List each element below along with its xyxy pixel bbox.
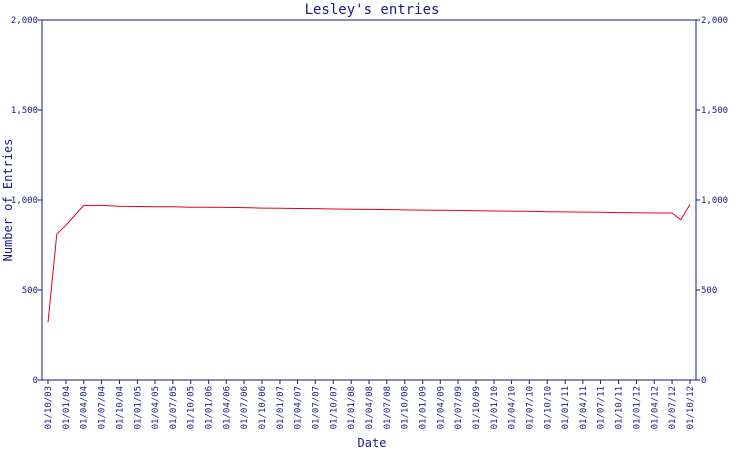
x-tick-label: 01/04/06 xyxy=(222,386,232,429)
x-tick-label: 01/07/06 xyxy=(240,386,250,429)
x-tick-label: 01/07/04 xyxy=(98,386,108,429)
x-tick-label: 01/10/03 xyxy=(44,386,54,429)
y-tick-label-right: 1,500 xyxy=(701,106,728,116)
x-tick-label: 01/07/07 xyxy=(311,386,321,429)
x-tick-label: 01/10/06 xyxy=(258,386,268,429)
x-axis: 01/10/03 01/01/04 01/04/04 01/07/04 01/10/04… xyxy=(44,380,696,429)
x-axis-label: Date xyxy=(358,436,387,450)
x-tick-label: 01/01/10 xyxy=(490,386,500,429)
y-tick-label-right: 2,000 xyxy=(701,16,728,26)
x-tick-label: 01/10/11 xyxy=(615,386,625,429)
x-tick-label: 01/07/11 xyxy=(597,386,607,429)
x-tick-label: 01/07/10 xyxy=(525,386,535,429)
right-y-axis: 0 500 1,000 1,500 2,000 xyxy=(696,16,728,386)
y-tick-label-left: 1,500 xyxy=(11,106,38,116)
x-tick-label: 01/04/10 xyxy=(508,386,518,429)
y-axis-label: Number of Entries xyxy=(1,139,15,262)
x-tick-label: 01/10/07 xyxy=(329,386,339,429)
x-tick-label: 01/07/05 xyxy=(169,386,179,429)
y-tick-label-left: 500 xyxy=(22,286,38,296)
x-tick-label: 01/07/12 xyxy=(668,386,678,429)
x-tick-label: 01/10/04 xyxy=(115,386,125,429)
x-tick-label: 01/01/12 xyxy=(633,386,643,429)
x-tick-label: 01/10/08 xyxy=(401,386,411,429)
x-tick-label: 01/01/05 xyxy=(133,386,143,429)
y-tick-label-right: 500 xyxy=(701,286,717,296)
left-y-axis: 0 500 1,000 1,500 2,000 xyxy=(11,16,42,386)
chart-title: Lesley's entries xyxy=(305,2,440,18)
x-tick-label: 01/04/08 xyxy=(365,386,375,429)
x-tick-label: 01/10/10 xyxy=(543,386,553,429)
x-tick-label: 01/01/06 xyxy=(205,386,215,429)
x-tick-label: 01/01/04 xyxy=(62,386,72,429)
x-tick-label: 01/04/04 xyxy=(80,386,90,429)
x-tick-label: 01/10/09 xyxy=(472,386,482,429)
plot-area xyxy=(41,19,697,381)
y-tick-label-right: 1,000 xyxy=(701,196,728,206)
x-tick-label: 01/04/12 xyxy=(650,386,660,429)
x-tick-label: 01/04/07 xyxy=(294,386,304,429)
x-tick-label: 01/01/07 xyxy=(276,386,286,429)
y-tick-label-left: 1,000 xyxy=(11,196,38,206)
x-tick-label: 01/01/08 xyxy=(347,386,357,429)
x-tick-label: 01/04/09 xyxy=(436,386,446,429)
y-tick-label-left: 0 xyxy=(33,376,38,386)
y-tick-label-left: 2,000 xyxy=(11,16,38,26)
series-line xyxy=(47,204,691,323)
x-tick-label: 01/01/11 xyxy=(561,386,571,429)
x-tick-label: 01/01/09 xyxy=(419,386,429,429)
x-tick-label: 01/10/05 xyxy=(187,386,197,429)
x-tick-label: 01/10/12 xyxy=(686,386,696,429)
x-tick-label: 01/04/05 xyxy=(151,386,161,429)
x-tick-label: 01/07/08 xyxy=(383,386,393,429)
x-tick-label: 01/04/11 xyxy=(579,386,589,429)
x-tick-label: 01/07/09 xyxy=(454,386,464,429)
y-tick-label-right: 0 xyxy=(701,376,706,386)
